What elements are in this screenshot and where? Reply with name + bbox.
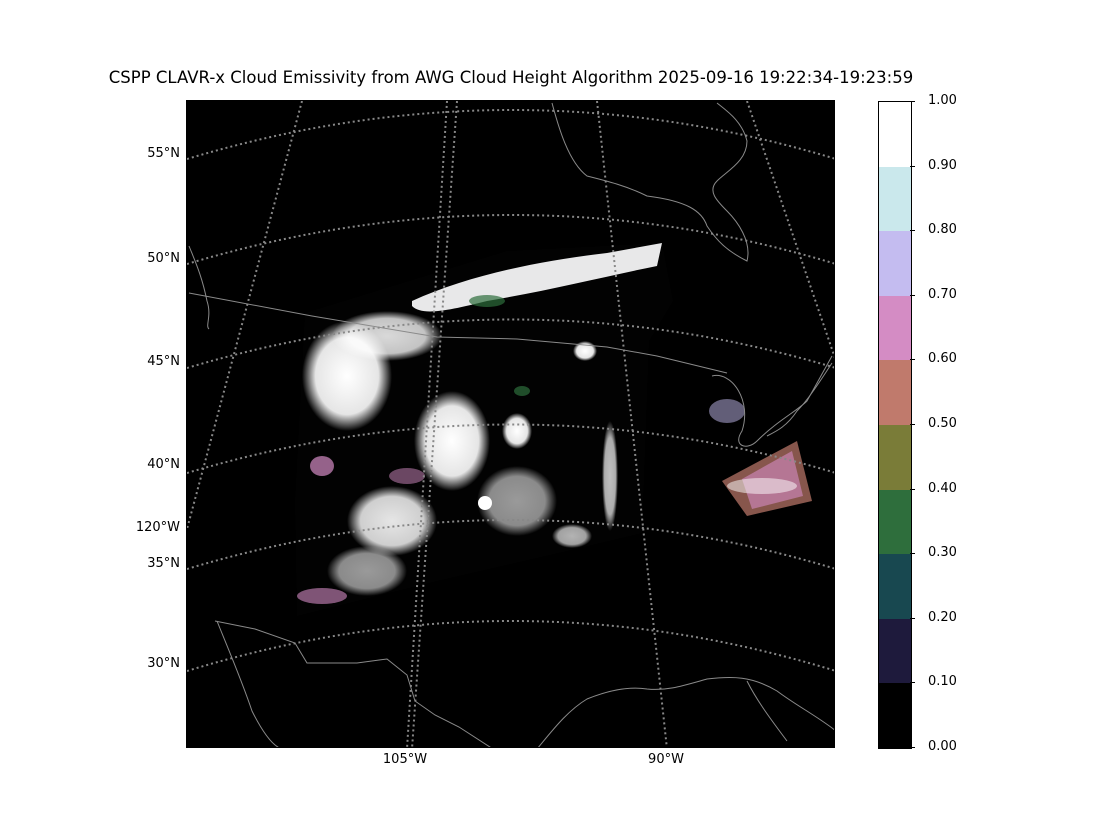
colorbar-tick: [910, 747, 915, 748]
mexico-border: [214, 620, 491, 747]
cloud-center-east: [502, 413, 532, 449]
us-canada-border: [188, 292, 728, 374]
colorbar-segment: [879, 425, 911, 490]
lat-label-45: 45°N: [147, 354, 180, 369]
cloud-east-pink: [709, 399, 745, 423]
cloud-line: [602, 421, 618, 531]
colorbar-tick-label: 0.70: [928, 286, 957, 302]
map-title: CSPP CLAVR-x Cloud Emissivity from AWG C…: [108, 68, 914, 87]
coastlines: [188, 102, 834, 747]
colorbar-tick: [910, 617, 915, 619]
colorbar-tick-label: 0.00: [928, 739, 957, 754]
cloud-band-north: [412, 243, 662, 312]
colorbar-tick: [910, 424, 915, 425]
west-coast: [188, 245, 210, 330]
cloud-swath: [295, 243, 812, 616]
colorbar-segment: [879, 683, 911, 748]
lat-label-30: 30°N: [147, 656, 180, 671]
east-coast: [766, 362, 833, 437]
lon-label-120w: 120°W: [135, 520, 180, 535]
lat-label-35: 35°N: [147, 556, 180, 571]
baja: [216, 620, 279, 747]
cloud-pink-3: [389, 468, 425, 484]
cloud-green-2: [514, 386, 530, 396]
colorbar-tick-label: 0.30: [928, 545, 957, 561]
colorbar-segment: [879, 489, 911, 555]
colorbar-segment: [879, 295, 911, 361]
cloud-pink-2: [297, 588, 347, 604]
cloud-pink-1: [310, 456, 334, 476]
emissivity-map: [187, 101, 834, 747]
colorbar-tick: [910, 553, 915, 555]
colorbar-tick-label: 0.60: [928, 351, 957, 367]
lon-110: [411, 101, 458, 747]
lon-105: [406, 101, 448, 747]
lat-30: [187, 620, 834, 672]
colorbar-segment: [879, 166, 911, 232]
cloud-green-1: [469, 295, 505, 307]
colorbar-tick: [910, 359, 915, 361]
colorbar-tick-label: 0.40: [928, 480, 957, 496]
great-lakes: [711, 355, 833, 447]
lon-120: [187, 101, 303, 530]
cloud-south-west: [347, 486, 437, 556]
colorbar: [878, 101, 912, 749]
colorbar-tick-label: 0.90: [928, 157, 957, 173]
lat-label-55: 55°N: [147, 146, 180, 161]
lat-55: [187, 109, 834, 160]
colorbar-segment: [879, 231, 911, 296]
colorbar-segment: [879, 554, 911, 619]
cloud-mid: [477, 466, 557, 536]
cloud-blob: [478, 496, 492, 510]
cloud-northwest: [332, 311, 442, 361]
florida: [746, 680, 788, 742]
colorbar-tick-label: 0.20: [928, 609, 957, 625]
cloud-south: [327, 546, 407, 596]
lon-label-105w: 105°W: [382, 752, 428, 767]
lat-label-40: 40°N: [147, 457, 180, 472]
colorbar-tick-label: 0.50: [928, 416, 957, 431]
cloud-southeast: [552, 524, 592, 548]
colorbar-tick-label: 1.00: [928, 93, 957, 108]
colorbar-tick: [910, 165, 915, 167]
lon-80: [746, 101, 834, 359]
colorbar-tick: [910, 488, 915, 490]
colorbar-tick: [910, 230, 915, 232]
lon-90: [596, 101, 668, 747]
cloud-center: [414, 391, 490, 491]
cloud-east-white: [727, 478, 797, 494]
graticule: [187, 101, 834, 747]
colorbar-tick: [910, 682, 915, 684]
colorbar-tick: [910, 101, 915, 102]
colorbar-tick-label: 0.80: [928, 222, 957, 238]
colorbar-tick: [910, 294, 915, 296]
colorbar-segment: [879, 102, 911, 167]
colorbar-tick-label: 0.10: [928, 674, 957, 690]
map-panel: [186, 100, 835, 748]
hudson-bay: [551, 102, 749, 262]
colorbar-segment: [879, 360, 911, 425]
lon-label-90w: 90°W: [648, 752, 684, 767]
colorbar-segment: [879, 618, 911, 684]
gulf-coast: [538, 676, 834, 747]
lat-label-50: 50°N: [147, 251, 180, 266]
